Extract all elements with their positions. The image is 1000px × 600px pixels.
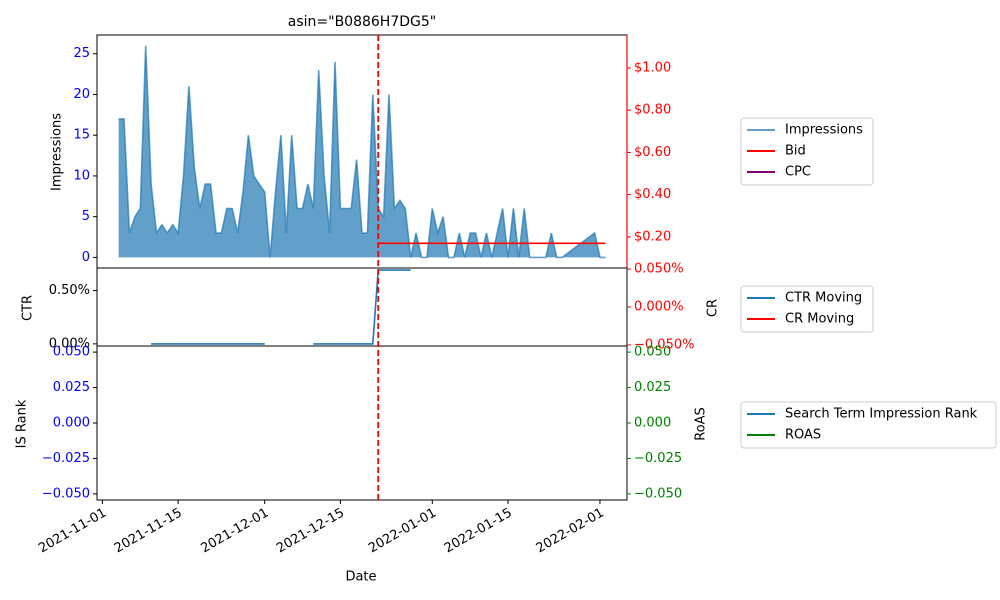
x-tick-label: 2022-01-01 (366, 506, 439, 557)
x-tick-label: 2021-11-01 (36, 506, 109, 557)
y-tick-label: −0.025 (42, 451, 90, 466)
y-tick-label: 5 (82, 209, 90, 224)
legend-label: CTR Moving (785, 291, 862, 306)
y2-tick-label: $0.80 (634, 103, 671, 118)
y-tick-label: 0.50% (49, 283, 90, 298)
y2-tick-label: −0.025 (634, 451, 682, 466)
y-tick-label: 25 (73, 46, 90, 61)
legend-label: CR Moving (785, 312, 854, 327)
y2-tick-label: 0.050% (634, 262, 684, 277)
plot-frame (96, 345, 628, 501)
y-axis-label: CTR (21, 295, 36, 321)
legend (740, 117, 874, 186)
y-tick-label: 15 (73, 128, 90, 143)
y2-tick-label: 0.000 (634, 416, 671, 431)
y2-tick-label: $0.20 (634, 229, 671, 244)
legend-label: CPC (785, 165, 811, 180)
y-tick-label: 0.050 (53, 345, 90, 360)
y-tick-label: −0.050 (42, 486, 90, 501)
y2-tick-label: 0.000% (634, 300, 684, 315)
y2-tick-label: 0.050 (634, 345, 671, 360)
y-tick-label: 10 (73, 168, 90, 183)
y2-tick-label: $0.40 (634, 187, 671, 202)
y-tick-label: 20 (73, 87, 90, 102)
area (118, 45, 606, 258)
y2-tick-label: $0.60 (634, 145, 671, 160)
y-tick-label: 0.025 (53, 380, 90, 395)
x-tick-label: 2021-11-15 (112, 506, 185, 557)
line (151, 269, 411, 345)
y2-tick-label: −0.050% (634, 337, 694, 352)
chart-title: asin="B0886H7DG5" (288, 14, 436, 30)
y2-tick-label: 0.025 (634, 380, 671, 395)
y-tick-label: 0 (82, 250, 90, 265)
y-axis-label: Impressions (50, 113, 65, 191)
y-axis-label: IS Rank (15, 399, 30, 448)
legend-label: ROAS (785, 428, 821, 443)
legend-label: Search Term Impression Rank (785, 407, 978, 422)
x-tick-label: 2022-01-15 (442, 506, 515, 557)
legend-label: Impressions (785, 123, 863, 138)
legend (740, 401, 997, 449)
y-tick-label: 0.000 (53, 416, 90, 431)
x-axis-label: Date (345, 570, 376, 585)
y2-axis-label: CR (706, 299, 721, 317)
y-tick-label: 0.00% (49, 336, 90, 351)
x-tick-label: 2021-12-01 (198, 506, 271, 557)
legend-label: Bid (785, 144, 806, 159)
x-tick-label: 2022-02-01 (534, 506, 607, 557)
plot-frame (96, 267, 628, 347)
line (118, 45, 606, 259)
y2-axis-label: RoAS (694, 407, 709, 441)
y2-tick-label: $1.00 (634, 60, 671, 75)
x-tick-label: 2021-12-15 (274, 506, 347, 557)
y2-tick-label: −0.050 (634, 486, 682, 501)
